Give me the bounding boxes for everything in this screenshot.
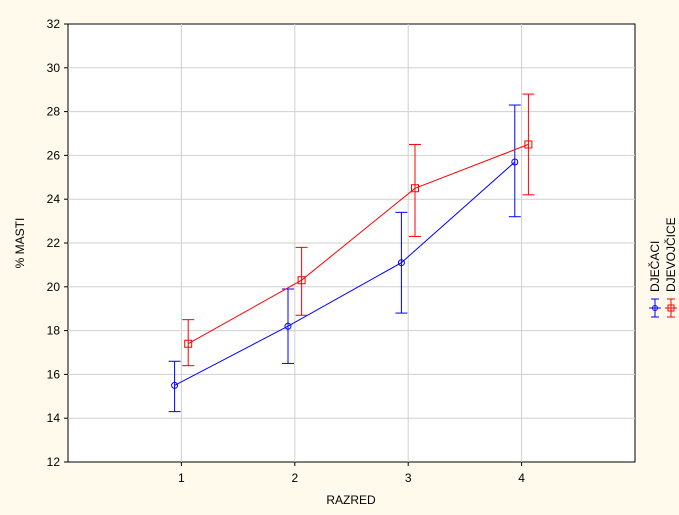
y-tick-label: 30 [47,61,61,75]
legend-entry-1: DJEČACI [647,241,662,318]
legend-label: DJEVOJČICE [663,217,678,292]
x-tick-label: 3 [405,471,412,485]
y-axis-ticks: 12 14 16 18 20 22 24 26 28 30 32 [47,17,68,469]
legend: DJEČACI DJEVOJČICE [647,217,678,318]
series-line-1 [174,161,516,386]
series-layer [168,93,535,413]
legend-marker [652,305,658,311]
data-point [297,276,306,285]
y-axis-title: % MASTI [13,218,27,269]
y-tick-label: 12 [47,455,61,469]
y-tick-label: 16 [47,367,61,381]
x-tick-label: 4 [518,471,525,485]
data-point [411,184,420,193]
y-tick-label: 26 [47,148,61,162]
x-tick-label: 2 [291,471,298,485]
x-axis-title: RAZRED [326,493,376,507]
y-tick-label: 32 [47,17,61,31]
data-point [397,259,405,267]
data-point [511,158,519,166]
y-tick-label: 18 [47,324,61,338]
y-tick-label: 22 [47,236,61,250]
y-tick-label: 20 [47,280,61,294]
x-tick-label: 1 [178,471,185,485]
data-point [284,322,292,330]
legend-marker [667,304,675,312]
y-tick-label: 28 [47,105,61,119]
y-tick-label: 24 [47,192,61,206]
x-axis-ticks: 1 2 3 4 [178,462,525,485]
y-tick-label: 14 [47,411,61,425]
data-point [524,140,533,149]
series-line-2 [187,143,529,345]
data-point [184,339,193,348]
data-point [171,381,179,389]
legend-entry-2: DJEVOJČICE [663,217,678,318]
grid-lines [68,24,635,462]
legend-label: DJEČACI [647,241,662,292]
